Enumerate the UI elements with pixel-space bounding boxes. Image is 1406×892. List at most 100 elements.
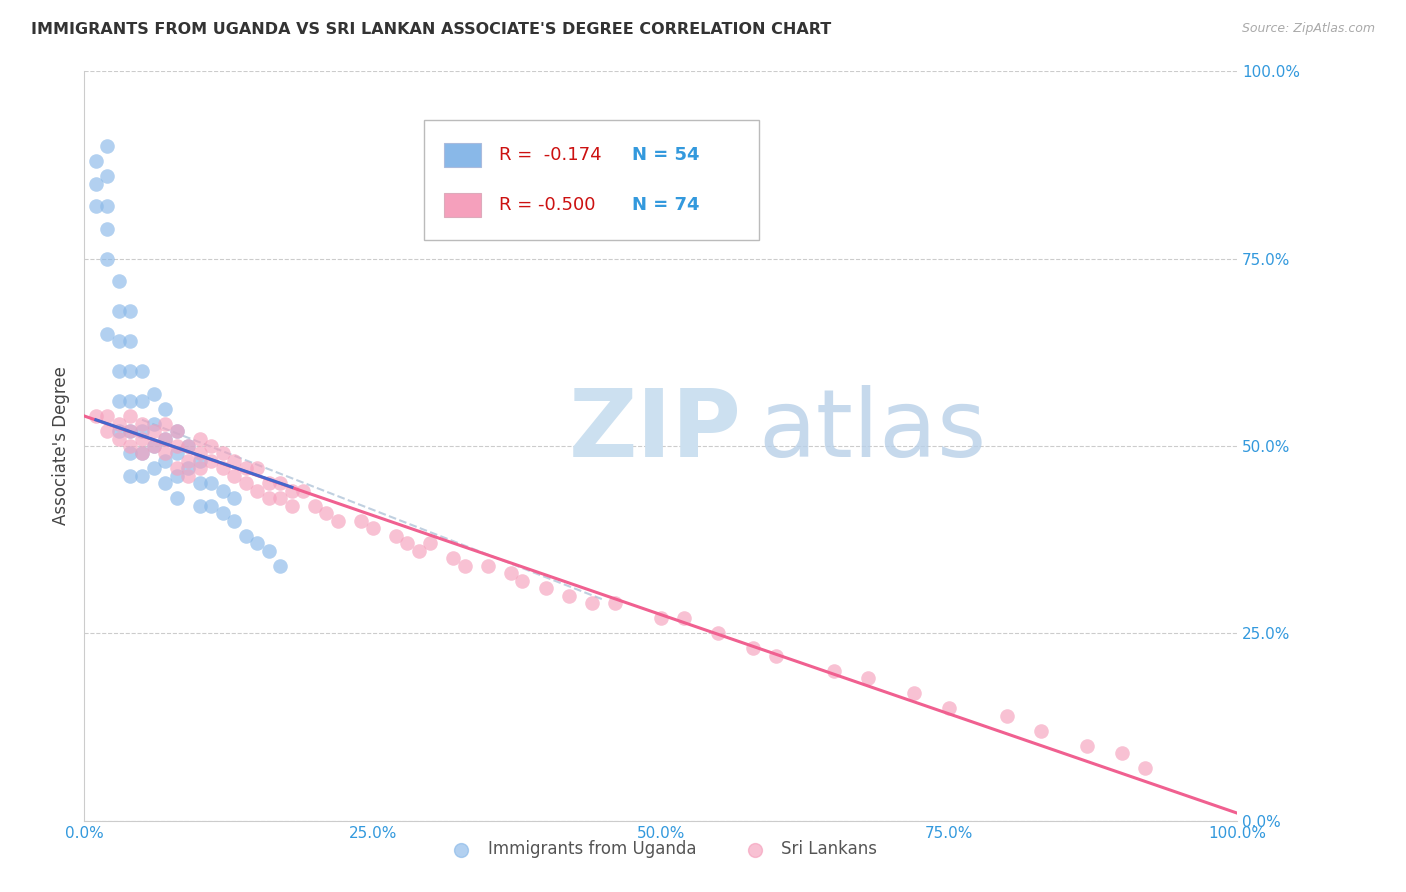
- Point: [361, 521, 384, 535]
- Point: [166, 439, 188, 453]
- Point: [131, 446, 153, 460]
- Text: atlas: atlas: [759, 385, 987, 477]
- Point: [581, 596, 603, 610]
- Point: [120, 469, 142, 483]
- Point: [120, 304, 142, 318]
- Point: [142, 417, 165, 431]
- Point: [603, 596, 626, 610]
- Point: [120, 424, 142, 438]
- Point: [177, 469, 200, 483]
- Point: [108, 432, 131, 446]
- Point: [177, 439, 200, 453]
- Point: [1111, 746, 1133, 760]
- Point: [858, 671, 880, 685]
- Point: [534, 582, 557, 596]
- Point: [224, 491, 246, 506]
- Point: [823, 664, 845, 678]
- Point: [188, 461, 211, 475]
- Point: [281, 499, 304, 513]
- Text: ZIP: ZIP: [568, 385, 741, 477]
- FancyBboxPatch shape: [425, 120, 759, 240]
- Point: [177, 439, 200, 453]
- Point: [188, 476, 211, 491]
- Point: [650, 611, 672, 625]
- Point: [224, 514, 246, 528]
- Point: [166, 446, 188, 460]
- Point: [211, 483, 233, 498]
- Point: [153, 476, 176, 491]
- Point: [246, 536, 269, 550]
- Point: [224, 454, 246, 468]
- Text: R =  -0.174: R = -0.174: [499, 146, 602, 164]
- Point: [108, 334, 131, 348]
- Point: [326, 514, 349, 528]
- Point: [108, 424, 131, 438]
- Point: [350, 514, 373, 528]
- Point: [384, 529, 406, 543]
- Legend: Immigrants from Uganda, Sri Lankans: Immigrants from Uganda, Sri Lankans: [437, 833, 884, 864]
- Point: [142, 461, 165, 475]
- Point: [142, 386, 165, 401]
- Point: [96, 424, 118, 438]
- Point: [177, 454, 200, 468]
- Point: [1076, 739, 1098, 753]
- Point: [166, 461, 188, 475]
- Point: [96, 221, 118, 235]
- Point: [84, 154, 107, 169]
- Point: [131, 394, 153, 409]
- Point: [131, 364, 153, 378]
- Text: N = 54: N = 54: [633, 146, 700, 164]
- Point: [153, 446, 176, 460]
- Point: [96, 169, 118, 184]
- Point: [742, 641, 765, 656]
- Point: [454, 558, 477, 573]
- Point: [211, 461, 233, 475]
- Point: [1133, 761, 1156, 775]
- Point: [1031, 723, 1053, 738]
- Point: [269, 476, 291, 491]
- Point: [108, 364, 131, 378]
- Point: [166, 424, 188, 438]
- Point: [188, 446, 211, 460]
- Point: [96, 199, 118, 213]
- Text: Source: ZipAtlas.com: Source: ZipAtlas.com: [1241, 22, 1375, 36]
- Point: [108, 304, 131, 318]
- Point: [269, 491, 291, 506]
- Point: [200, 439, 222, 453]
- Point: [153, 417, 176, 431]
- Point: [120, 446, 142, 460]
- Point: [235, 461, 257, 475]
- Point: [235, 529, 257, 543]
- Point: [131, 432, 153, 446]
- Point: [108, 274, 131, 288]
- Point: [211, 446, 233, 460]
- Point: [166, 424, 188, 438]
- Point: [120, 424, 142, 438]
- Point: [188, 499, 211, 513]
- Point: [903, 686, 925, 700]
- Point: [419, 536, 441, 550]
- Point: [200, 499, 222, 513]
- Point: [995, 708, 1018, 723]
- Point: [142, 424, 165, 438]
- Point: [120, 364, 142, 378]
- Point: [765, 648, 787, 663]
- Point: [177, 461, 200, 475]
- Point: [166, 469, 188, 483]
- Point: [512, 574, 534, 588]
- Point: [269, 558, 291, 573]
- Y-axis label: Associate's Degree: Associate's Degree: [52, 367, 70, 525]
- Point: [188, 432, 211, 446]
- Point: [84, 409, 107, 423]
- FancyBboxPatch shape: [444, 193, 481, 217]
- Point: [131, 469, 153, 483]
- Point: [120, 394, 142, 409]
- Point: [441, 551, 464, 566]
- Point: [120, 409, 142, 423]
- Point: [131, 417, 153, 431]
- Point: [257, 476, 280, 491]
- Text: R = -0.500: R = -0.500: [499, 195, 596, 214]
- Point: [477, 558, 499, 573]
- Point: [211, 507, 233, 521]
- FancyBboxPatch shape: [444, 144, 481, 168]
